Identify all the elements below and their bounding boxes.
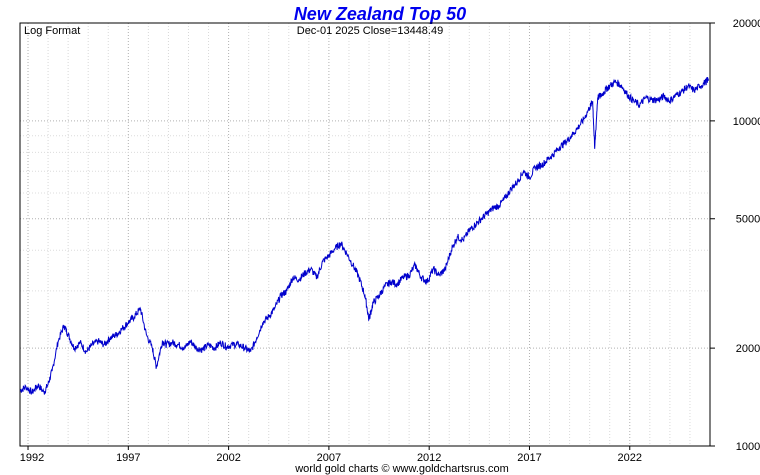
x-tick-label: 2017 [517,452,541,464]
x-tick-label: 1997 [116,452,140,464]
chart-title: New Zealand Top 50 [294,4,466,24]
x-tick-label: 2022 [618,452,642,464]
series-line [19,77,709,395]
x-tick-label: 2007 [317,452,341,464]
footer-credit: world gold charts © www.goldchartsrus.co… [294,463,509,475]
y-tick-label: 2000 [736,343,760,355]
y-axis: 1000 2000 5000 10000 20000 [710,18,760,453]
grid [20,23,711,446]
chart-subtitle: Dec-01 2025 Close=13448.49 [297,25,443,37]
scale-note: Log Format [24,25,80,37]
y-tick-label: 10000 [733,116,760,128]
x-tick-label: 1992 [20,452,44,464]
x-tick-label: 2002 [216,452,240,464]
y-tick-label: 20000 [733,18,760,30]
y-tick-label: 1000 [736,441,760,453]
plot-frame [19,22,711,447]
x-axis: 1992 1997 2002 2007 2012 2017 2022 [20,446,642,464]
x-tick-label: 2012 [417,452,441,464]
y-tick-label: 5000 [736,214,760,226]
